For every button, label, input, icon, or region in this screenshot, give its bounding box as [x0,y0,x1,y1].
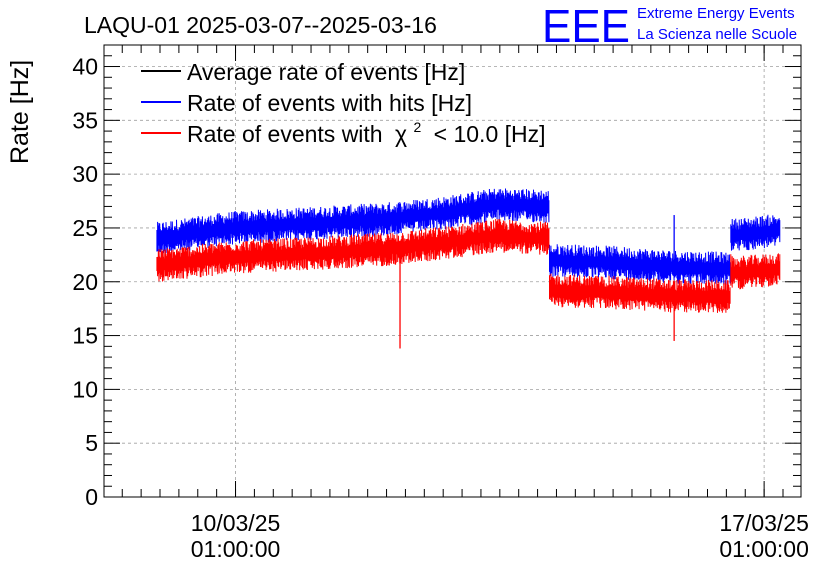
y-tick-label: 0 [85,484,98,510]
y-tick-label: 15 [72,323,98,349]
chi-symbol: χ [395,121,407,147]
y-tick-label: 10 [72,376,98,402]
series-layer [156,188,781,349]
eee-logo: EEE Extreme Energy Events La Scienza nel… [542,0,797,52]
series-chi2-segment-1 [549,273,731,313]
series-chi2-segment-0 [156,218,550,282]
legend-label-chi2: Rate of events with χ 2 < 10.0 [Hz] [187,111,546,147]
chart-title: LAQU-01 2025-03-07--2025-03-16 [84,12,437,38]
axes: 051015202530354010/03/2501:00:0017/03/25… [72,44,809,562]
y-tick-label: 5 [85,430,98,456]
x-tick-label-time: 01:00:00 [719,536,809,562]
y-axis-label: Rate [Hz] [6,60,34,164]
y-tick-label: 30 [72,161,98,187]
y-tick-label: 35 [72,107,98,133]
legend-label-chi2-tail: < 10.0 [Hz] [434,121,546,147]
eee-logo-line1: Extreme Energy Events [637,5,795,22]
y-tick-label: 40 [72,54,98,80]
x-tick-label-date: 10/03/25 [191,510,281,536]
y-tick-label: 25 [72,215,98,241]
series-hits-segment-1 [549,244,731,286]
x-tick-label-date: 17/03/25 [719,510,809,536]
eee-logo-text: EEE [542,0,630,52]
legend: Average rate of events [Hz] Rate of even… [141,59,546,147]
series-hits-segment-2 [730,214,781,251]
legend-label-hits: Rate of events with hits [Hz] [187,90,472,116]
eee-logo-line2: La Scienza nelle Scuole [637,26,797,43]
chi-superscript: 2 [413,119,421,135]
legend-label-average: Average rate of events [Hz] [187,59,465,85]
series-hits-segment-0 [156,188,550,254]
x-tick-label-time: 01:00:00 [191,536,281,562]
legend-label-chi2-main: Rate of events with [187,121,383,147]
y-tick-label: 20 [72,269,98,295]
series-chi2-segment-2 [730,253,781,290]
